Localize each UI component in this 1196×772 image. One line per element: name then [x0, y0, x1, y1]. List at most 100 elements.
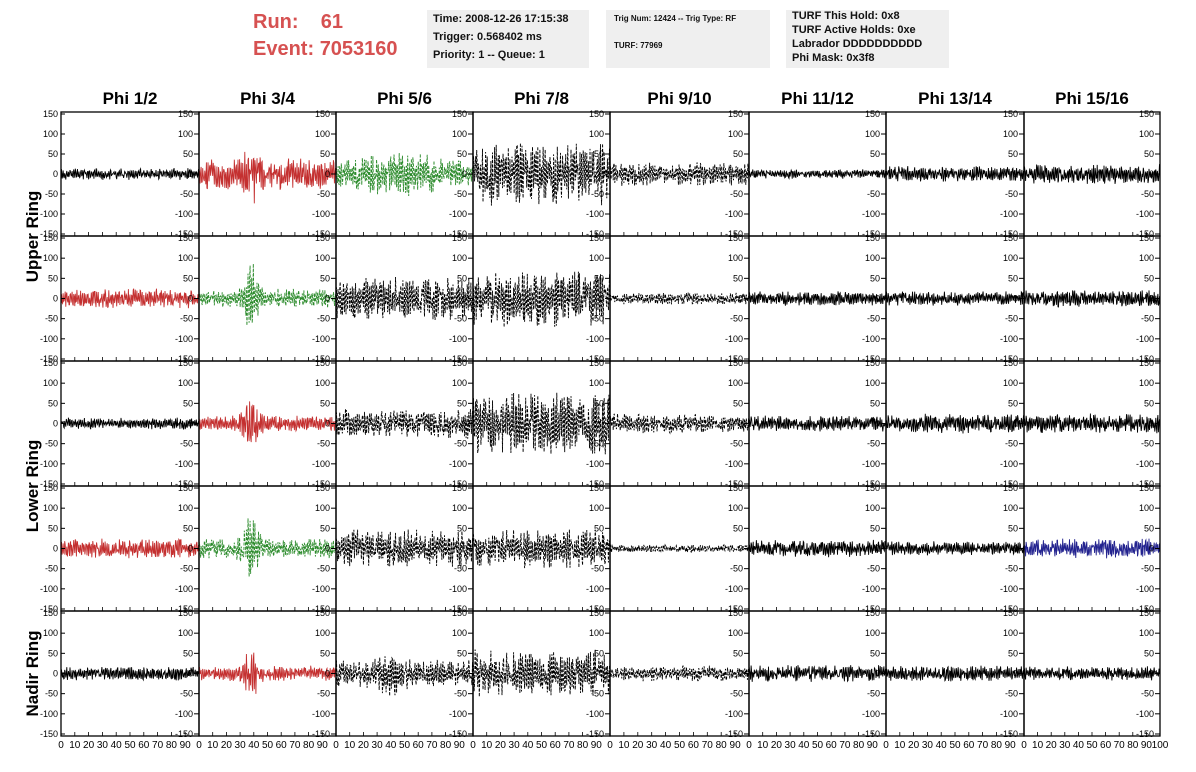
y-tick-label: -50	[454, 564, 467, 574]
panel-3-2: -150 -100 -50 0 50 100 150	[198, 358, 337, 489]
y-tick-label: 0	[1149, 294, 1154, 304]
y-tick-label: -100	[312, 709, 330, 719]
x-tick-label: 60	[138, 740, 150, 751]
waveform-trace	[885, 290, 1025, 306]
x-tick-label: 100	[1152, 740, 1169, 751]
y-tick-label: 100	[589, 628, 604, 638]
y-tick-label: 100	[728, 378, 743, 388]
y-tick-label: 50	[594, 398, 604, 408]
y-tick-label: -50	[867, 689, 880, 699]
x-tick-label: 60	[688, 740, 700, 751]
y-tick-label: 100	[728, 129, 743, 139]
y-tick-label: -100	[175, 209, 193, 219]
waveform-trace	[748, 665, 887, 683]
waveform-trace	[335, 152, 474, 197]
y-tick-label: 100	[865, 253, 880, 263]
waveform-trace	[198, 151, 337, 204]
y-tick-label: -50	[317, 564, 330, 574]
y-tick-label: 0	[875, 669, 880, 679]
panel-1-1: -150 -150 -100 -100 -50 -50 0 0 50 50 100 100 150 150	[40, 109, 200, 239]
x-tick-label: 80	[440, 740, 452, 751]
y-tick-label: 50	[870, 149, 880, 159]
y-tick-label: -100	[725, 584, 743, 594]
y-tick-label: 50	[457, 523, 467, 533]
panel-1-7: -150 -100 -50 0 50 100 150	[885, 109, 1025, 239]
y-tick-label: 50	[870, 273, 880, 283]
y-tick-label: -50	[1005, 189, 1018, 199]
row-label: Upper Ring	[23, 191, 42, 283]
y-tick-label: 150	[589, 358, 604, 368]
y-tick-label: 100	[452, 129, 467, 139]
y-tick-label: -100	[449, 334, 467, 344]
y-tick-label: 50	[1008, 648, 1018, 658]
panel-2-4: -150 -100 -50 0 50 100 150	[472, 233, 611, 364]
y-tick-label: -50	[180, 689, 193, 699]
y-tick-label: 150	[865, 233, 880, 243]
y-tick-label: 150	[178, 608, 193, 618]
x-tick-label: 90	[867, 740, 879, 751]
y-tick-label: -50	[730, 439, 743, 449]
y-tick-label: 50	[733, 398, 743, 408]
x-tick-label: 30	[1059, 740, 1071, 751]
y-tick-label: 0	[599, 294, 604, 304]
y-tick-label: -150	[725, 229, 743, 239]
x-tick-label: 30	[785, 740, 797, 751]
y-tick-label: 150	[865, 109, 880, 119]
x-tick-label: 80	[303, 740, 315, 751]
y-tick-label: -150	[862, 229, 880, 239]
waveform-trace	[335, 656, 474, 697]
x-tick-label: 70	[977, 740, 989, 751]
y-tick-label: -100	[586, 709, 604, 719]
x-tick-label: 20	[495, 740, 507, 751]
y-tick-label: 0	[462, 544, 467, 554]
y-tick-label: 150	[315, 233, 330, 243]
y-tick-label: 50	[320, 149, 330, 159]
y-tick-label: 50	[183, 648, 193, 658]
panel-1-3: -150 -100 -50 0 50 100 150	[335, 109, 474, 239]
y-tick-label: 100	[452, 628, 467, 638]
x-tick-label: 0	[883, 740, 889, 751]
waveform-trace	[1023, 290, 1161, 308]
x-tick-label: 40	[798, 740, 810, 751]
panel-2-6: -150 -100 -50 0 50 100 150	[748, 233, 887, 364]
y-tick-label: 50	[457, 398, 467, 408]
x-tick-label: 40	[660, 740, 672, 751]
waveform-trace	[609, 413, 750, 435]
y-tick-label: -150	[312, 479, 330, 489]
y-tick-label: -50	[867, 314, 880, 324]
waveform-trace	[60, 417, 200, 430]
x-tick-label: 90	[591, 740, 603, 751]
y-tick-label: 50	[457, 273, 467, 283]
y-tick-label: 100	[865, 378, 880, 388]
y-tick-label: -150	[449, 729, 467, 739]
x-tick-label: 60	[276, 740, 288, 751]
x-tick-label: 10	[757, 740, 769, 751]
y-tick-label: -150	[449, 479, 467, 489]
x-tick-label: 70	[152, 740, 164, 751]
y-tick-label: -100	[1000, 334, 1018, 344]
y-tick-label: 150	[728, 109, 743, 119]
x-tick-label: 50	[262, 740, 274, 751]
panel-1-2: -150 -100 -50 0 50 100 150	[198, 109, 337, 239]
y-tick-label: 150	[43, 109, 58, 119]
x-tick-label: 10	[1032, 740, 1044, 751]
y-tick-label: 100	[728, 253, 743, 263]
y-tick-label: 50	[594, 273, 604, 283]
y-tick-label: -50	[454, 689, 467, 699]
y-tick-label: 0	[53, 419, 58, 429]
y-tick-label: -50	[1141, 689, 1154, 699]
y-tick-label: 150	[452, 608, 467, 618]
y-tick-label: -50	[730, 564, 743, 574]
y-tick-label: 150	[865, 608, 880, 618]
x-tick-label: 0	[470, 740, 476, 751]
y-tick-label: 0	[188, 169, 193, 179]
y-tick-label: -150	[312, 604, 330, 614]
waveform-trace	[198, 652, 337, 694]
panel-5-7: -150 -100 -50 0 50 100 150	[885, 608, 1025, 739]
y-tick-label: -150	[586, 604, 604, 614]
y-tick-label: -150	[449, 604, 467, 614]
y-tick-label: 0	[1149, 544, 1154, 554]
event-number: 7053160	[319, 38, 398, 60]
y-tick-label: 150	[1139, 608, 1154, 618]
y-tick-label: 150	[1139, 233, 1154, 243]
